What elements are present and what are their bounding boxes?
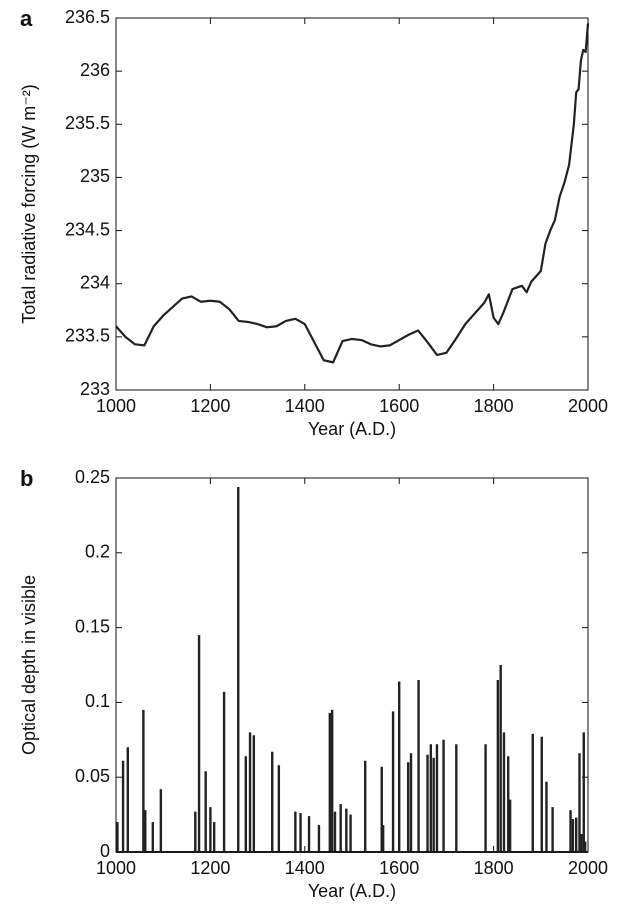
x-tick-label: 1600 bbox=[379, 396, 419, 416]
y-tick-label: 0.25 bbox=[75, 467, 110, 487]
y-tick-label: 233 bbox=[80, 379, 110, 399]
y-tick-label: 236.5 bbox=[65, 7, 110, 27]
x-tick-label: 1000 bbox=[96, 858, 136, 878]
y-tick-label: 0.05 bbox=[75, 766, 110, 786]
x-tick-label: 2000 bbox=[568, 396, 608, 416]
y-tick-label: 234.5 bbox=[65, 219, 110, 239]
x-tick-label: 1400 bbox=[285, 396, 325, 416]
y-tick-label: 0 bbox=[100, 841, 110, 861]
x-tick-label: 1200 bbox=[190, 396, 230, 416]
x-tick-label: 2000 bbox=[568, 858, 608, 878]
y-tick-label: 0.15 bbox=[75, 616, 110, 636]
y-tick-label: 0.1 bbox=[85, 691, 110, 711]
axes-frame bbox=[115, 17, 589, 391]
data-line bbox=[115, 23, 590, 364]
x-axis-label: Year (A.D.) bbox=[308, 419, 396, 439]
y-tick-label: 234 bbox=[80, 272, 110, 292]
panel-label: a bbox=[20, 6, 33, 31]
x-tick-label: 1400 bbox=[285, 858, 325, 878]
y-tick-label: 233.5 bbox=[65, 326, 110, 346]
x-tick-label: 1600 bbox=[379, 858, 419, 878]
x-axis-label: Year (A.D.) bbox=[308, 881, 396, 901]
y-tick-label: 0.2 bbox=[85, 542, 110, 562]
axes-frame bbox=[115, 477, 589, 853]
y-tick-label: 236 bbox=[80, 60, 110, 80]
y-tick-label: 235.5 bbox=[65, 113, 110, 133]
y-axis-label: Optical depth in visible bbox=[19, 575, 39, 755]
x-tick-label: 1800 bbox=[474, 396, 514, 416]
panel-label: b bbox=[20, 466, 33, 491]
x-tick-label: 1200 bbox=[190, 858, 230, 878]
x-tick-label: 1000 bbox=[96, 396, 136, 416]
y-tick-label: 235 bbox=[80, 166, 110, 186]
y-axis-label: Total radiative forcing (W m⁻²) bbox=[19, 84, 39, 324]
x-tick-label: 1800 bbox=[474, 858, 514, 878]
